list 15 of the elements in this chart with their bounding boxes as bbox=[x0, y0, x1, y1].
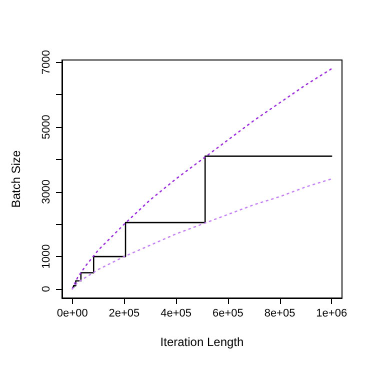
y-tick-label: 7000 bbox=[40, 50, 52, 75]
y-tick-label: 0 bbox=[40, 286, 52, 292]
x-axis-title: Iteration Length bbox=[160, 335, 244, 349]
y-tick-label: 1000 bbox=[40, 244, 52, 269]
x-tick-label: 8e+05 bbox=[264, 308, 296, 320]
x-tick-label: 4e+05 bbox=[160, 308, 192, 320]
y-tick-label: 3000 bbox=[40, 180, 52, 204]
x-tick-label: 0e+00 bbox=[56, 308, 88, 320]
x-tick-label: 2e+05 bbox=[108, 308, 140, 320]
line-series bbox=[72, 68, 332, 290]
y-tick-label: 5000 bbox=[40, 114, 52, 140]
y-axis-title: Batch Size bbox=[9, 150, 23, 208]
line-series bbox=[72, 178, 332, 290]
x-tick-label: 6e+05 bbox=[212, 308, 244, 320]
x-tick-label: 1e+06 bbox=[316, 308, 348, 320]
